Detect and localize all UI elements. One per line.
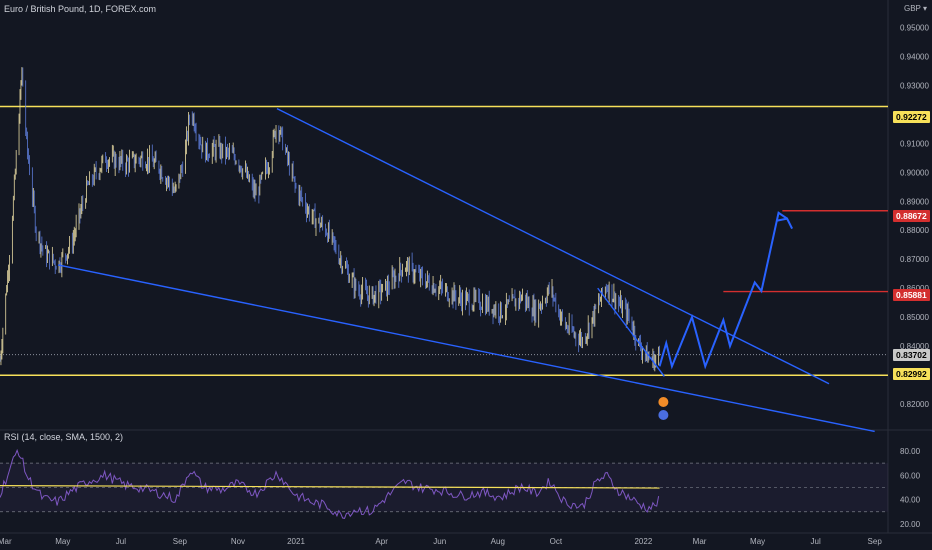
- y-tick-label: 0.88000: [900, 226, 929, 235]
- projection-path: [658, 211, 788, 370]
- trendline: [57, 264, 875, 433]
- y-tick-label: 0.95000: [900, 24, 929, 33]
- x-tick-label: Sep: [868, 537, 883, 546]
- trendline: [276, 107, 830, 385]
- y-tick-label: 0.82000: [900, 400, 929, 409]
- price-label-top-line: 0.92272: [893, 111, 930, 123]
- currency-code: GBP: [904, 4, 921, 13]
- y-tick-label: 0.91000: [900, 139, 929, 148]
- price-label-last: 0.83702: [893, 349, 930, 361]
- x-tick-label: Oct: [550, 537, 563, 546]
- price-label-target-high: 0.88672: [893, 210, 930, 222]
- x-tick-label: Mar: [693, 537, 707, 546]
- y-tick-label: 0.85000: [900, 313, 929, 322]
- x-tick-label: Jul: [811, 537, 821, 546]
- currency-label[interactable]: GBP ▾: [904, 4, 927, 13]
- x-tick-label: May: [55, 537, 70, 546]
- x-tick-label: 2022: [634, 537, 652, 546]
- x-tick-label: Jun: [433, 537, 446, 546]
- x-tick-label: Apr: [375, 537, 388, 546]
- y-tick-label: 0.84000: [900, 342, 929, 351]
- rsi-title: RSI (14, close, SMA, 1500, 2): [4, 432, 124, 442]
- y-tick-label: 0.90000: [900, 168, 929, 177]
- candles: [0, 67, 660, 372]
- flag-event-icon: [658, 397, 669, 407]
- rsi-tick-label: 80.00: [900, 447, 921, 456]
- y-tick-label: 0.94000: [900, 52, 929, 61]
- x-tick-label: Nov: [231, 537, 245, 546]
- y-tick-label: 0.93000: [900, 81, 929, 90]
- price-label-bottom-line: 0.82992: [893, 368, 930, 380]
- y-tick-label: 0.89000: [900, 197, 929, 206]
- x-tick-label: May: [750, 537, 765, 546]
- projection-arrowhead: [776, 217, 794, 230]
- rsi-tick-label: 60.00: [900, 471, 921, 480]
- x-tick-label: Aug: [491, 537, 505, 546]
- y-tick-label: 0.87000: [900, 255, 929, 264]
- rsi-tick-label: 40.00: [900, 496, 921, 505]
- y-tick-label: 0.86000: [900, 284, 929, 293]
- rsi-line: [0, 448, 660, 519]
- chart-title: Euro / British Pound, 1D, FOREX.com: [4, 4, 157, 14]
- x-tick-label: 2021: [287, 537, 305, 546]
- globe-event-icon: [658, 410, 669, 420]
- x-tick-label: Mar: [0, 537, 12, 546]
- rsi-ma-line: [0, 485, 660, 489]
- x-tick-label: Jul: [116, 537, 126, 546]
- x-tick-label: Sep: [173, 537, 188, 546]
- trendline: [597, 287, 665, 377]
- rsi-tick-label: 20.00: [900, 520, 921, 529]
- price-label-target-low: 0.85881: [893, 289, 930, 301]
- chevron-down-icon: ▾: [922, 4, 927, 13]
